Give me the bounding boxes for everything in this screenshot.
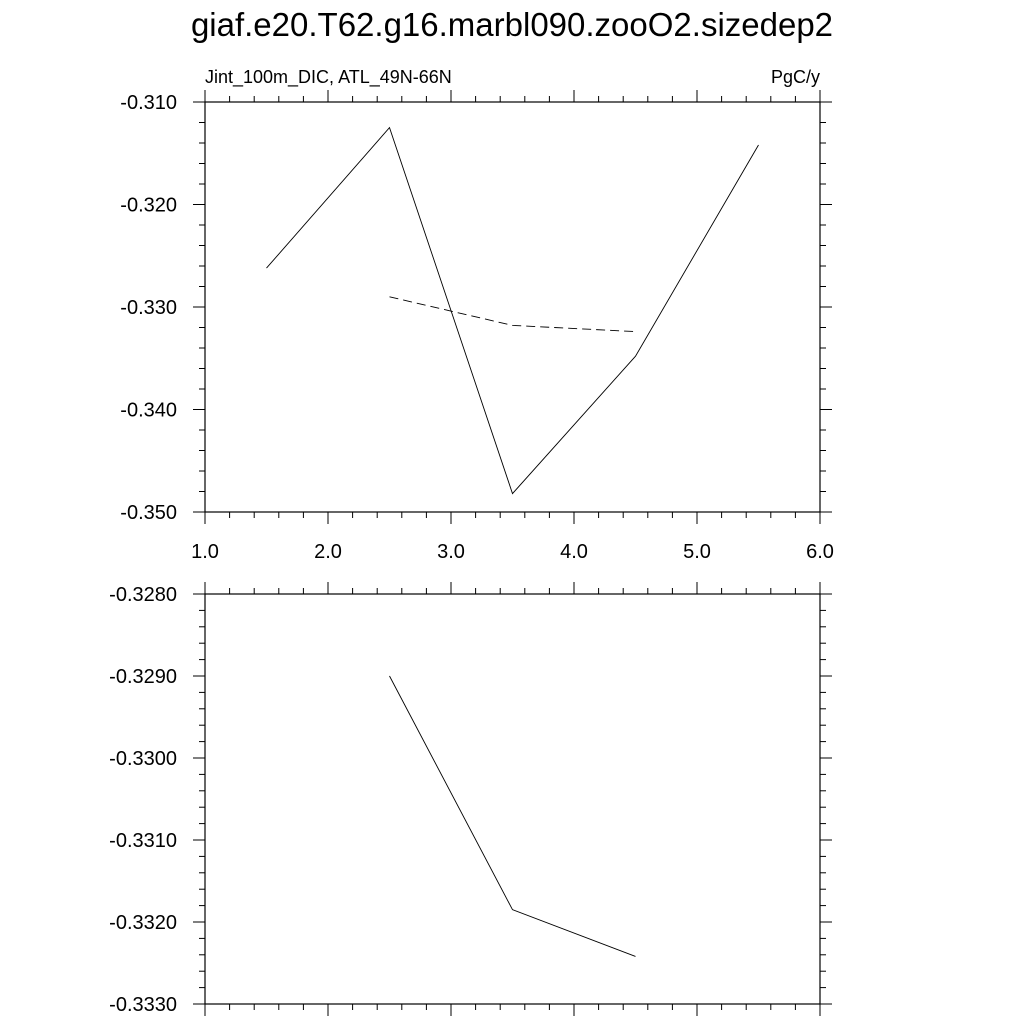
y-tick-label: -0.310: [120, 92, 177, 114]
y-tick-label: -0.3310: [109, 830, 177, 852]
x-tick-label: 1.0: [191, 541, 219, 563]
x-tick-label: 4.0: [560, 541, 588, 563]
y-tick-label: -0.330: [120, 297, 177, 319]
bottom-panel: -0.3280 -0.3290 -0.3300 -0.3310 -0.3320 -0.33…: [109, 582, 832, 1016]
panel-units-label: PgC/y: [771, 67, 820, 87]
y-tick-label: -0.3320: [109, 912, 177, 934]
plot-frame: [204, 593, 821, 1005]
y-tick-label: -0.3330: [109, 994, 177, 1016]
x-tick-label: 6.0: [806, 541, 834, 563]
x-tick-label: 2.0: [314, 541, 342, 563]
plot-frame: [204, 101, 821, 513]
top-panel: -0.310 -0.320 -0.330 -0.340 -0.350 1.0 2.0 3.0 4…: [120, 67, 834, 563]
y-tick-label: -0.3290: [109, 666, 177, 688]
x-tick-label: 5.0: [683, 541, 711, 563]
y-tick-label: -0.3280: [109, 584, 177, 606]
solid-series-line: [389, 675, 636, 957]
y-tick-label: -0.340: [120, 400, 177, 422]
x-tick-label: 3.0: [437, 541, 465, 563]
solid-series-line: [266, 126, 759, 495]
y-tick-label: -0.3300: [109, 748, 177, 770]
y-tick-label: -0.350: [120, 502, 177, 524]
y-tick-label: -0.320: [120, 195, 177, 217]
dashed-series-line: [389, 296, 636, 333]
panel-left-label: Jint_100m_DIC, ATL_49N-66N: [205, 67, 452, 88]
chart-title: giaf.e20.T62.g16.marbl090.zooO2.sizedep2: [190, 6, 834, 43]
